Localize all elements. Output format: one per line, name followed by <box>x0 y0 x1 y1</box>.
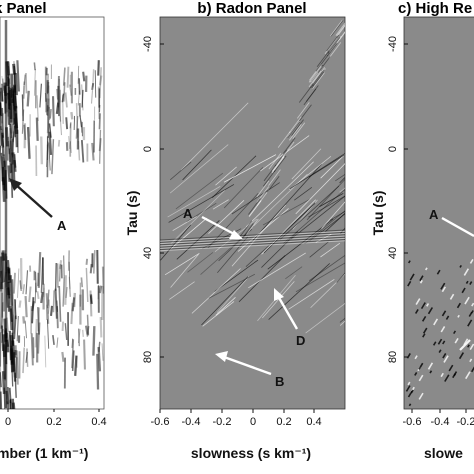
panel-c-callout-a-arrow <box>441 216 474 238</box>
panel-c-ylabel: Tau (s) <box>370 191 386 236</box>
panel-b-ytick-label: 0 <box>142 146 154 152</box>
panel-b-xtick-label: 0.2 <box>276 416 291 428</box>
panel-a-xtick-label: 0.2 <box>46 416 61 428</box>
panel-a-xlabel: mber (1 km⁻¹) <box>0 445 88 461</box>
panel-a-arrow <box>14 183 53 218</box>
panel-a: A 0 0.2 0.4 mber (1 km⁻¹) <box>0 16 107 461</box>
panel-b-xtick-label: -0.6 <box>151 416 170 428</box>
panel-c-callout-a: A <box>429 207 439 222</box>
panel-b-callout-a-arrow <box>201 215 243 239</box>
panel-b-yticks: -40 0 40 80 <box>142 36 164 363</box>
panel-c-xtick-label: -0.6 <box>403 416 422 428</box>
panel-c-image <box>405 258 474 407</box>
panel-b-xtick-label: -0.2 <box>213 416 232 428</box>
panel-b-xtick-label: -0.4 <box>182 416 201 428</box>
panel-a-title: k Panel <box>0 0 47 17</box>
panel-b-xlabel: slowness (s km⁻¹) <box>191 445 311 461</box>
panel-c-ytick-label: -40 <box>387 36 399 52</box>
panel-b-image <box>160 19 345 334</box>
panel-c-xticks: -0.6 -0.4 -0.2 <box>403 409 474 428</box>
panel-b-ytick-label: -40 <box>142 36 154 52</box>
panel-b-callout-a: A <box>183 206 193 221</box>
panel-a-xticks: 0 0.2 0.4 <box>5 409 107 428</box>
panel-b-callout-b: B <box>275 374 284 389</box>
panel-c-xlabel: slowe <box>424 445 463 461</box>
panel-c: A -40 0 40 80 Tau (s) -0.6 -0.4 -0.2 slo… <box>370 16 474 461</box>
panel-a-xtick-label: 0.4 <box>91 416 106 428</box>
panel-a-xtick-label: 0 <box>5 416 11 428</box>
panel-b-callout-b-arrow <box>215 351 272 376</box>
panel-a-arrowhead <box>9 178 22 191</box>
panel-a-callout-a: A <box>57 218 67 233</box>
panel-b-callout-d: D <box>296 333 305 348</box>
panel-b-xticks: -0.6 -0.4 -0.2 0 0.2 0.4 <box>151 409 322 428</box>
panel-b-ytick-label: 40 <box>142 247 154 259</box>
panel-b-callout-d-arrow <box>274 288 299 330</box>
panel-b-title: b) Radon Panel <box>197 0 306 17</box>
panel-c-xtick-label: -0.4 <box>431 416 450 428</box>
panel-b-ytick-label: 80 <box>142 351 154 363</box>
panel-b-xtick-label: 0.4 <box>306 416 321 428</box>
panel-c-ytick-label: 80 <box>387 351 399 363</box>
panel-c-frame <box>403 16 474 410</box>
panel-b-ylabel: Tau (s) <box>124 191 140 236</box>
panel-c-xtick-label: -0.2 <box>457 416 474 428</box>
panel-b: A D B -40 0 40 80 Tau (s) <box>124 16 346 461</box>
panel-c-yticks: -40 0 40 80 <box>387 36 408 363</box>
panel-a-image <box>0 20 104 409</box>
panel-b-xtick-label: 0 <box>250 416 256 428</box>
panel-c-ytick-label: 40 <box>387 247 399 259</box>
panel-c-ytick-label: 0 <box>387 146 399 152</box>
panel-c-title: c) High Re <box>398 0 472 17</box>
